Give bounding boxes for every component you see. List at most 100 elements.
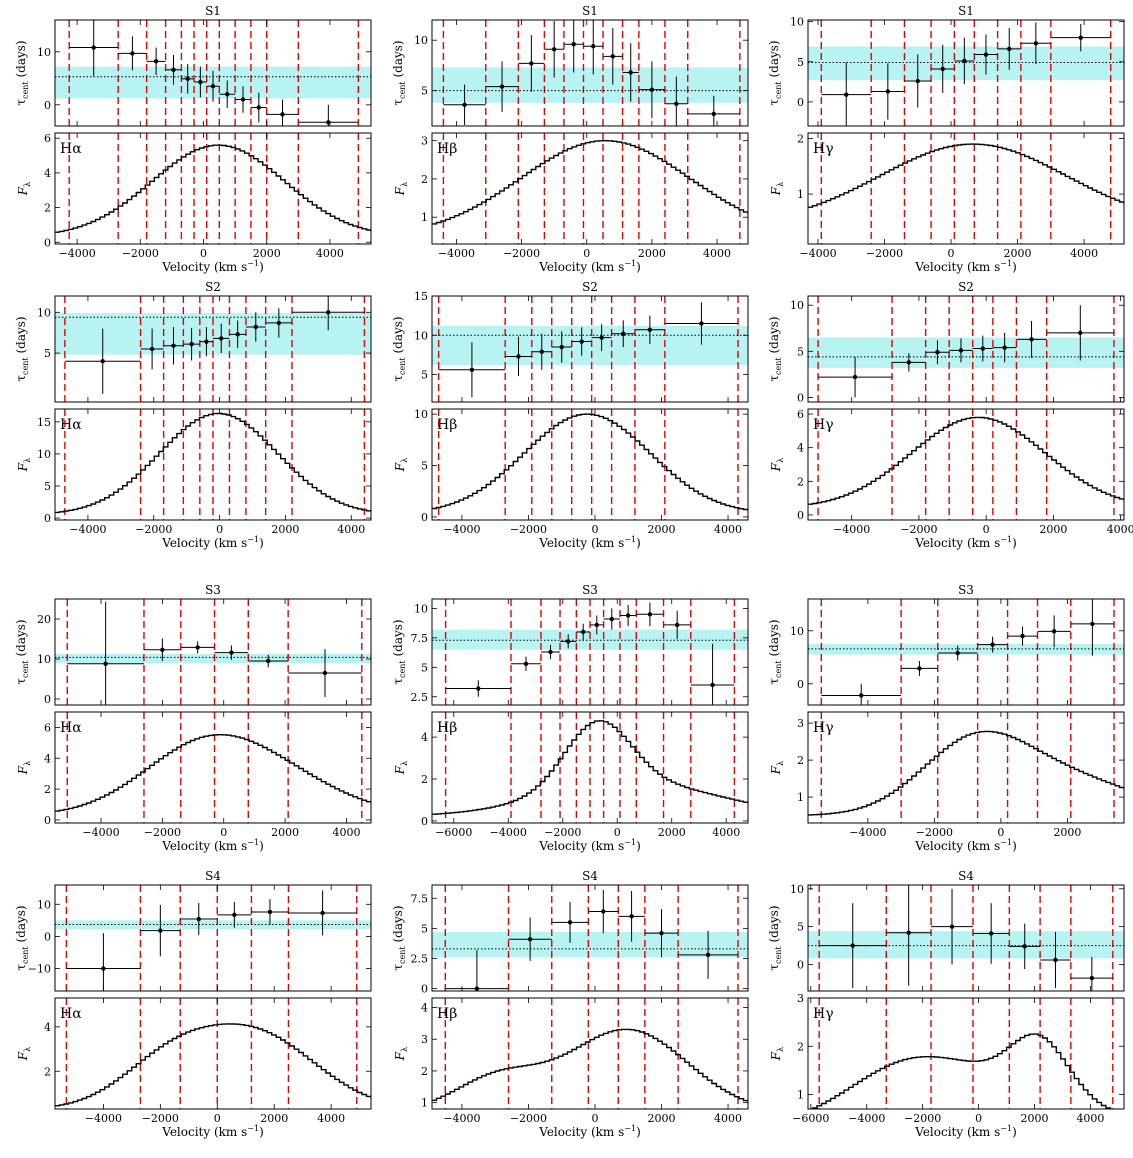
xlabel-end: ) — [259, 260, 264, 274]
lag-point — [710, 682, 715, 688]
lag-plot-area — [432, 885, 748, 991]
lag-point — [621, 331, 626, 336]
lag-y-tick-label: 10 — [790, 16, 804, 29]
lag-point — [674, 622, 680, 628]
flux-label-f: F — [16, 462, 30, 472]
x-tick-label: −4000 — [833, 523, 870, 536]
flux-label-f: F — [393, 462, 407, 472]
lag-point — [320, 910, 325, 916]
flux-y-axis-label: Fλ — [393, 458, 409, 472]
lag-label-sub: cent — [21, 660, 30, 678]
x-tick-label: 4000 — [337, 523, 365, 536]
x-tick-label: −2000 — [503, 247, 540, 260]
emission-line-label: Hγ — [813, 720, 834, 736]
lag-y-axis-label: τcent (days) — [391, 316, 407, 381]
lag-point — [326, 120, 331, 125]
flux-label-sub: λ — [23, 458, 32, 463]
x-tick-label: −4000 — [85, 1112, 122, 1125]
xlabel-end: ) — [1012, 839, 1017, 853]
lag-point — [674, 101, 679, 106]
xlabel-main: Velocity (km s — [161, 260, 247, 274]
flux-y-axis-label: Fλ — [16, 1047, 32, 1061]
season-title: S1 — [958, 4, 974, 18]
season-title: S1 — [205, 4, 221, 18]
lag-point — [240, 97, 246, 102]
lag-y-tick-label: 10 — [414, 602, 428, 615]
lag-point — [940, 66, 945, 72]
lag-y-tick-label: 10 — [37, 306, 51, 319]
lag-point — [1078, 35, 1083, 40]
x-tick-label: 2000 — [638, 247, 666, 260]
lag-label-sub: cent — [398, 357, 407, 375]
lag-y-tick-label: 5 — [421, 369, 428, 382]
x-tick-label: 2000 — [1053, 826, 1081, 839]
flux-plot-area — [55, 409, 371, 520]
lag-point — [859, 693, 864, 698]
x-tick-label: 4000 — [332, 826, 360, 839]
line-profile — [55, 1023, 371, 1107]
lag-point — [1029, 337, 1034, 342]
lag-point — [551, 47, 557, 52]
lag-y-axis-label: τcent (days) — [14, 316, 30, 381]
lag-label-tau: τ — [391, 375, 405, 382]
lag-point — [548, 649, 553, 655]
lag-point — [153, 59, 159, 64]
lag-y-tick-label: 2.5 — [411, 691, 429, 704]
panel-s2-hbeta: 5 10 15 S2 τcent (days) 0 5 10 −4000 −2000 0 2000 40… — [391, 280, 749, 550]
flux-label-sub: λ — [776, 458, 785, 463]
x-tick-label: 4000 — [714, 1112, 742, 1125]
lag-point — [280, 112, 285, 117]
flux-y-tick-label: 3 — [797, 717, 804, 730]
emission-line-label: Hγ — [813, 417, 834, 433]
line-profile — [432, 720, 748, 815]
lag-point — [579, 339, 584, 344]
flux-y-tick-label: 4 — [421, 1002, 428, 1015]
lag-point — [91, 45, 96, 50]
x-tick-label: −4000 — [490, 826, 527, 839]
flux-plot-area — [808, 133, 1124, 244]
flux-y-tick-label: 2 — [797, 475, 804, 488]
lag-point — [935, 350, 940, 355]
lag-label-tau: τ — [767, 678, 781, 685]
lag-axes-frame — [54, 295, 372, 403]
emission-line-label: Hβ — [437, 141, 457, 157]
lag-point — [983, 52, 989, 57]
lag-y-axis-label: τcent (days) — [14, 40, 30, 105]
lag-point — [1090, 621, 1095, 627]
season-title: S3 — [205, 583, 221, 597]
x-tick-label: −2000 — [122, 247, 159, 260]
flux-y-tick-label: 10 — [414, 408, 428, 421]
lag-point — [958, 348, 964, 353]
lag-label-sub: cent — [21, 357, 30, 375]
lag-y-axis-label: τcent (days) — [767, 40, 783, 105]
lag-point — [160, 647, 165, 652]
lag-y-tick-label: 20 — [37, 613, 51, 626]
lag-y-axis-label: τcent (days) — [767, 316, 783, 381]
xlabel-main: Velocity (km s — [538, 536, 624, 550]
lag-y-tick-label: 2.5 — [411, 952, 429, 965]
flux-y-tick-label: 4 — [421, 731, 428, 744]
x-axis-label: Velocity (km s−1) — [538, 259, 641, 274]
season-title: S2 — [205, 280, 221, 294]
flux-label-f: F — [393, 186, 407, 196]
lag-point — [1007, 46, 1012, 52]
season-title: S3 — [958, 583, 974, 597]
panel-s4-hgamma: 0 5 10 S4 τcent (days) 1 2 3 −6000 −4000 −2000 0 200… — [767, 869, 1125, 1139]
lag-point — [101, 966, 106, 971]
lag-point — [204, 339, 209, 344]
lag-point — [980, 346, 986, 351]
lag-y-tick-label: 0 — [44, 99, 51, 112]
lag-point — [1033, 41, 1039, 46]
emission-line-label: Hα — [60, 417, 82, 433]
lag-point — [158, 928, 163, 933]
flux-axes-frame — [431, 408, 749, 521]
mean-lag-uncertainty-band — [432, 67, 748, 103]
lag-y-tick-label: 0 — [797, 96, 804, 109]
x-tick-label: −4000 — [59, 247, 96, 260]
lag-point — [100, 359, 105, 364]
panel-s2-halpha: 5 10 S2 τcent (days) 0 5 10 15 −4000 −2000 0 2000 40… — [14, 280, 372, 550]
line-profile — [808, 143, 1124, 208]
mean-lag-uncertainty-band — [432, 931, 748, 958]
xlabel-end: ) — [1012, 1125, 1017, 1139]
lag-point — [232, 912, 237, 918]
